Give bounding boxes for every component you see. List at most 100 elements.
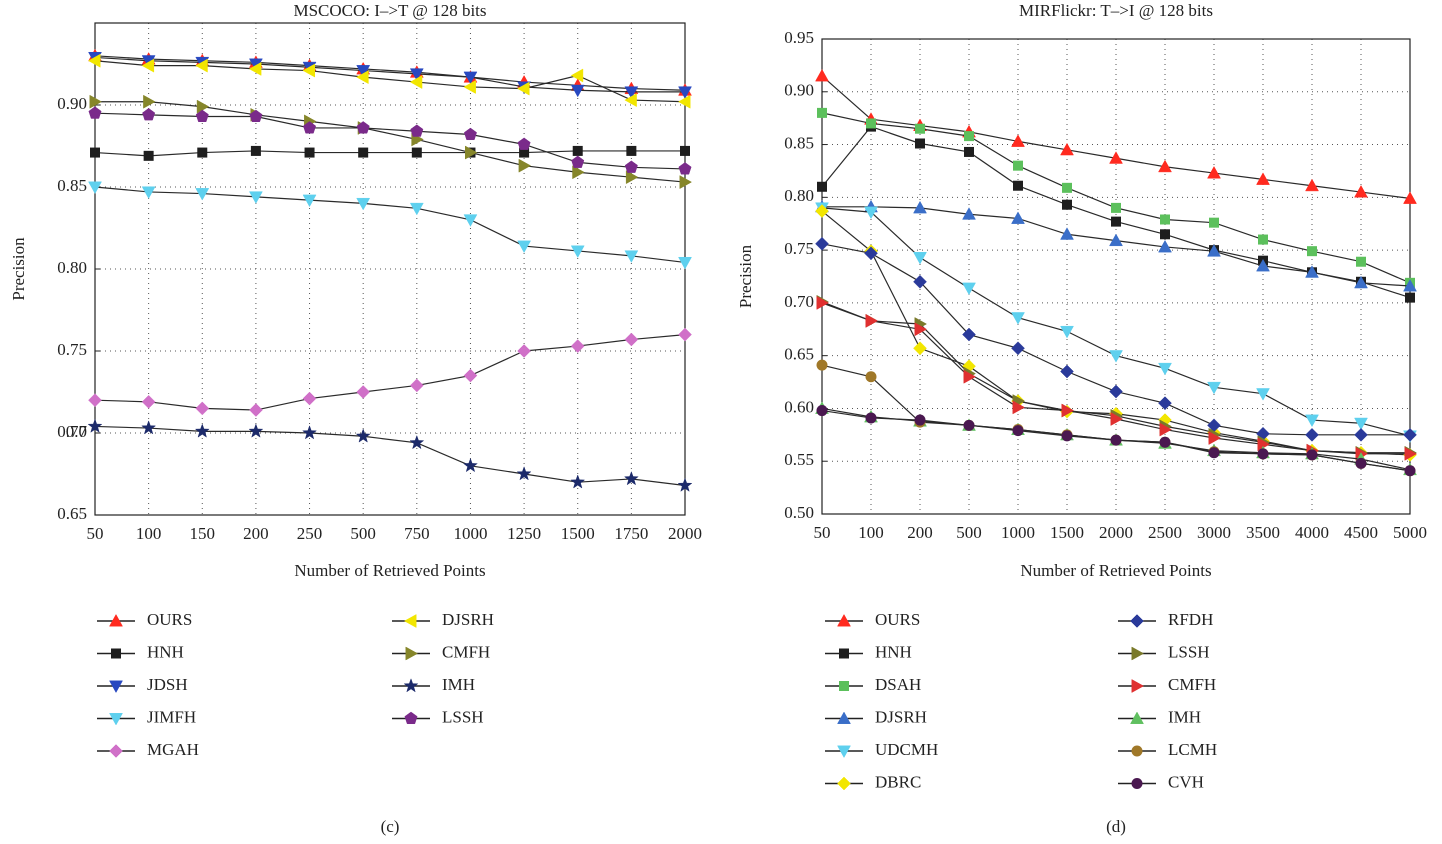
marker [141, 394, 156, 409]
series-line [94, 60, 686, 103]
legend-marker [109, 744, 123, 758]
marker [1109, 151, 1123, 164]
y-tick-label: 0.90 [57, 94, 87, 113]
marker [302, 425, 318, 440]
marker [1354, 185, 1368, 198]
legend-label: CMFH [1168, 675, 1216, 694]
marker [962, 207, 976, 220]
y-tick-label: 0.80 [57, 258, 87, 277]
x-tick-label: 1000 [453, 524, 487, 543]
marker [88, 106, 102, 119]
marker [1159, 436, 1171, 448]
legend-marker [109, 613, 123, 627]
marker [964, 146, 974, 157]
x-tick-label: 200 [243, 524, 269, 543]
legend-marker [837, 711, 851, 724]
marker [248, 191, 263, 204]
legend-marker [1131, 745, 1143, 757]
y-tick-label: 0.75 [784, 239, 814, 258]
marker [1257, 448, 1269, 460]
marker [303, 121, 317, 134]
series-line [94, 55, 686, 91]
legend-marker [403, 614, 417, 628]
marker [678, 162, 692, 175]
legend-label: DJSRH [875, 707, 927, 726]
marker [196, 99, 210, 114]
marker [90, 147, 100, 158]
marker [1404, 446, 1418, 461]
legend-label: RFDH [1168, 610, 1213, 629]
plot-frame [821, 38, 1411, 515]
marker [678, 256, 692, 270]
legend-marker [837, 613, 851, 627]
legend-label: UDCMH [875, 740, 938, 759]
marker [356, 70, 369, 85]
y-tick-label: 0.65 [57, 504, 87, 523]
marker [570, 474, 586, 489]
series-line [94, 150, 685, 157]
marker [463, 127, 477, 141]
marker [677, 477, 693, 492]
marker [304, 147, 315, 158]
marker [356, 121, 370, 134]
marker [463, 80, 476, 94]
marker [815, 68, 829, 82]
marker [914, 414, 926, 426]
y-tick-label: 0.90 [784, 81, 814, 100]
marker [1160, 214, 1170, 225]
legend-marker [403, 678, 419, 693]
marker [248, 423, 264, 438]
marker [864, 246, 878, 261]
y-tick-label: 0.65 [784, 345, 814, 364]
legend-marker [405, 646, 419, 661]
marker [1109, 350, 1123, 363]
marker [1158, 239, 1172, 253]
legend-label: CVH [1168, 772, 1204, 791]
marker [249, 109, 263, 122]
marker [1011, 211, 1025, 224]
marker [1256, 172, 1270, 185]
marker [915, 123, 925, 134]
marker [1012, 425, 1024, 437]
x-tick-label: 3000 [1197, 523, 1231, 542]
marker [194, 423, 210, 438]
marker [302, 391, 317, 406]
marker [1305, 178, 1319, 192]
legend-marker [1131, 646, 1145, 661]
marker [1160, 229, 1170, 240]
y-tick-label: 0.7 [66, 422, 88, 441]
x-tick-label: 4500 [1344, 523, 1378, 542]
marker [302, 194, 317, 208]
marker [463, 368, 478, 383]
marker [1355, 457, 1367, 469]
marker [248, 61, 262, 76]
marker [517, 240, 532, 254]
marker [1208, 447, 1220, 459]
marker [87, 418, 103, 433]
marker [410, 124, 424, 137]
x-axis-title: Number of Retrieved Points [1020, 561, 1211, 580]
marker [865, 412, 877, 424]
y-tick-label: 0.50 [784, 503, 814, 522]
marker [1158, 396, 1172, 411]
marker [465, 145, 478, 160]
panel-label: (c) [381, 817, 400, 836]
marker [355, 428, 371, 443]
marker [89, 94, 103, 109]
panel-label: (d) [1106, 817, 1126, 836]
marker [624, 250, 639, 263]
y-axis-title: Precision [736, 244, 755, 308]
marker [815, 236, 829, 251]
marker [517, 137, 531, 150]
legend-label: OURS [147, 610, 192, 629]
marker [141, 186, 156, 199]
marker [1013, 180, 1023, 191]
marker [1207, 166, 1221, 179]
x-tick-label: 1250 [507, 524, 541, 543]
x-tick-label: 50 [87, 524, 104, 543]
marker [679, 175, 693, 190]
legend-marker [1131, 679, 1145, 693]
legend-marker [1130, 614, 1144, 628]
marker [1305, 414, 1319, 428]
